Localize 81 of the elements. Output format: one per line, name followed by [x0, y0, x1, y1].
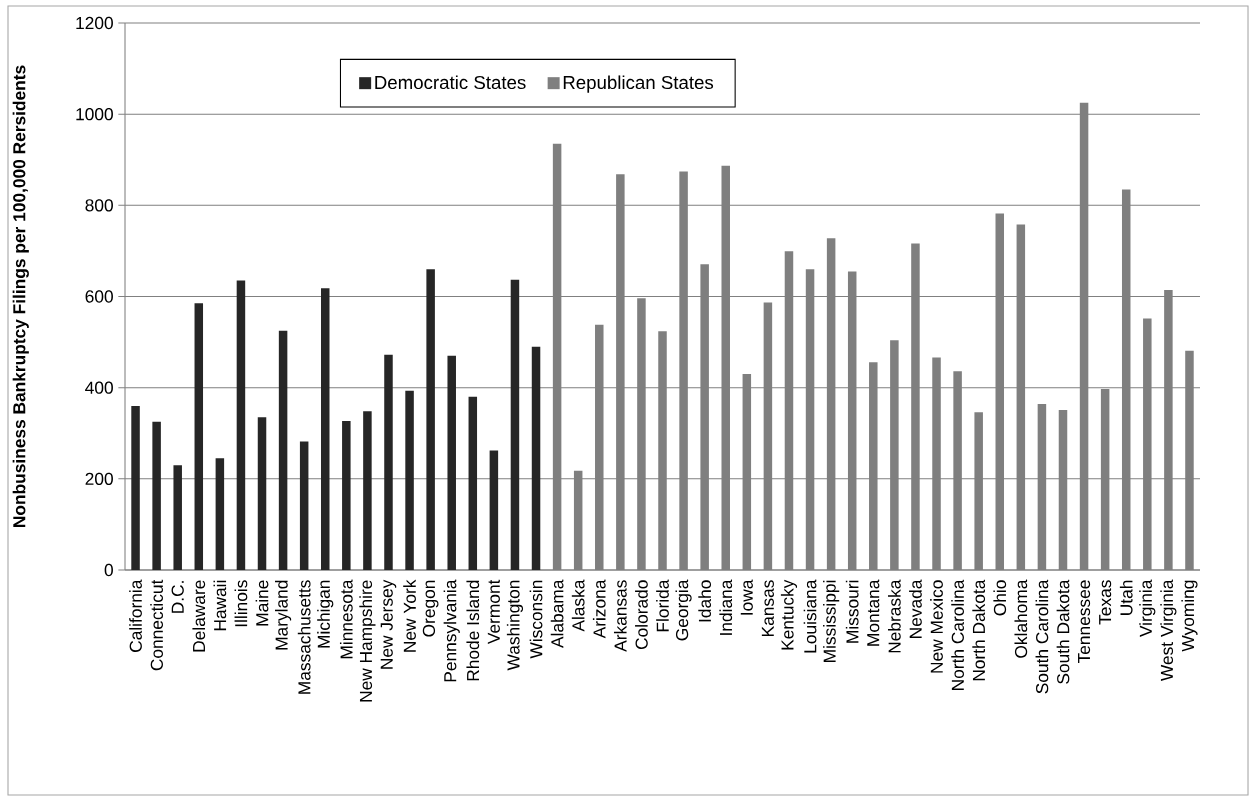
x-tick-label: Oklahoma [1014, 579, 1028, 658]
bar [194, 303, 204, 570]
y-tick-label: 600 [85, 290, 113, 303]
x-tick-label: Hawaii [213, 580, 227, 631]
x-tick-label: South Carolina [1035, 579, 1049, 694]
bar [173, 465, 182, 570]
x-tick-label: Georgia [675, 579, 692, 641]
x-tick-label: Missouri [845, 580, 859, 643]
x-tick-label: Ohio [993, 580, 1007, 616]
x-tick-label: North Dakota [972, 579, 986, 681]
bar [299, 441, 309, 570]
x-tick-label: New York [403, 579, 416, 652]
bar [363, 411, 372, 570]
bar [426, 269, 435, 570]
bar [447, 355, 456, 570]
x-tick-label: Virginia [1139, 579, 1156, 638]
x-tick-label: Pennsylvania [443, 579, 460, 682]
bar [531, 346, 541, 570]
x-tick-label: Colorado [635, 580, 648, 650]
x-tick-label: Wisconsin [529, 580, 543, 659]
x-tick-label: Tennessee [1078, 580, 1091, 664]
x-tick-label: Montana [867, 579, 880, 646]
x-tick-label: West Virginia [1160, 579, 1177, 681]
bar [278, 330, 288, 570]
x-tick-label: Nevada [909, 579, 922, 638]
x-tick-label: Florida [656, 579, 669, 632]
bar [489, 450, 499, 570]
y-tick-label: 1200 [76, 16, 113, 30]
x-tick-label: New Jersey [380, 579, 397, 669]
x-tick-label: Mississippi [823, 580, 840, 662]
bar [342, 420, 351, 570]
bar [510, 279, 520, 570]
x-tick-label: Iowa [740, 579, 753, 615]
x-tick-label: Kansas [761, 580, 774, 636]
x-tick-label: Arizona [592, 579, 606, 639]
x-tick-label: Connecticut [150, 579, 163, 671]
x-tick-label: North Carolina [951, 579, 964, 690]
x-tick-label: California [129, 579, 142, 652]
x-tick-label: New Mexico [930, 580, 943, 673]
x-tick-label: Maine [255, 580, 269, 626]
x-tick-label: Michigan [317, 580, 334, 648]
x-tick-label: Washington [506, 580, 524, 671]
x-tick-label: D.C. [171, 581, 184, 613]
legend-label: Democratic States [375, 75, 526, 90]
bar [405, 390, 414, 570]
x-tick-label: Illinois [234, 580, 248, 627]
x-tick-label: Minnesota [339, 579, 353, 659]
x-tick-label: Texas [1099, 580, 1112, 625]
x-tick-label: Massachusetts [297, 580, 311, 694]
legend-label: Republican States [563, 75, 714, 93]
y-tick-label: 800 [85, 199, 113, 212]
x-tick-label: Maryland [275, 580, 292, 650]
x-tick-label: Louisiana [803, 579, 817, 653]
x-tick-label: Utah [1119, 580, 1133, 615]
x-tick-label: Alabama [550, 579, 564, 648]
y-axis-title: Nonbusiness Bankruptcy Filings per 100,000 Rersidents [12, 65, 29, 528]
y-tick-label: 400 [85, 381, 113, 394]
bar [257, 417, 267, 570]
x-tick-label: Oregon [422, 580, 439, 637]
bar [384, 354, 393, 570]
x-tick-label: South Dakota [1056, 579, 1070, 684]
x-tick-label: Kentucky [780, 579, 798, 650]
x-tick-label: Wyoming [1181, 580, 1198, 652]
bar [468, 396, 478, 570]
x-tick-label: Indiana [719, 579, 733, 635]
x-tick-label: Delaware [192, 580, 206, 652]
x-tick-label: Alaska [571, 579, 585, 632]
bar [131, 405, 140, 570]
bar [321, 288, 330, 570]
bar [152, 421, 161, 570]
y-tick-label: 200 [85, 472, 113, 485]
x-tick-label: Rhode Island [466, 580, 480, 681]
x-tick-label: Nebraska [888, 579, 901, 653]
bar [215, 458, 225, 570]
x-tick-label: Idaho [698, 580, 712, 622]
bar [236, 280, 246, 570]
y-tick-label: 0 [104, 563, 113, 577]
x-tick-label: Arkansas [613, 580, 627, 652]
y-tick-label: 1000 [76, 108, 113, 121]
x-tick-label: Vermont [487, 579, 500, 645]
x-tick-label: New Hampshire [359, 580, 376, 702]
